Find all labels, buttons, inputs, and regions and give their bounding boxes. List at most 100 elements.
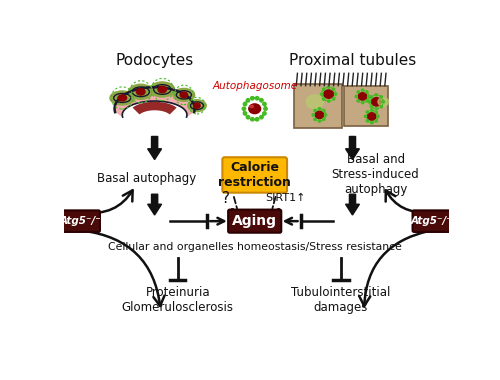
FancyBboxPatch shape <box>294 84 342 128</box>
Circle shape <box>256 117 259 121</box>
Circle shape <box>370 96 372 98</box>
Ellipse shape <box>315 111 324 119</box>
Circle shape <box>328 100 330 102</box>
Ellipse shape <box>306 95 323 109</box>
Text: Aging: Aging <box>232 214 277 228</box>
Text: Atg5⁻/⁻: Atg5⁻/⁻ <box>60 216 102 226</box>
Circle shape <box>375 111 378 113</box>
Text: Tubulointerstitial
damages: Tubulointerstitial damages <box>292 286 390 314</box>
Circle shape <box>368 95 370 98</box>
Circle shape <box>377 115 379 117</box>
Text: SIRT1↑: SIRT1↑ <box>266 193 306 203</box>
FancyBboxPatch shape <box>222 157 287 193</box>
Circle shape <box>362 89 364 92</box>
Circle shape <box>332 88 334 90</box>
Circle shape <box>322 118 325 120</box>
Circle shape <box>366 100 368 102</box>
FancyBboxPatch shape <box>228 210 281 233</box>
Circle shape <box>368 101 370 103</box>
Circle shape <box>262 102 266 106</box>
FancyBboxPatch shape <box>344 86 388 126</box>
Polygon shape <box>346 136 360 160</box>
Text: Proximal tubules: Proximal tubules <box>289 53 416 68</box>
Circle shape <box>250 97 254 100</box>
Ellipse shape <box>158 86 166 93</box>
Ellipse shape <box>358 93 367 100</box>
Circle shape <box>375 108 378 110</box>
Circle shape <box>366 111 368 113</box>
Circle shape <box>322 109 325 112</box>
Ellipse shape <box>173 89 195 101</box>
Ellipse shape <box>128 84 153 99</box>
FancyBboxPatch shape <box>62 211 100 232</box>
Polygon shape <box>148 194 162 215</box>
Polygon shape <box>114 87 194 117</box>
Ellipse shape <box>324 90 334 98</box>
Circle shape <box>322 88 325 90</box>
Text: Basal and
Stress-induced
autophagy: Basal and Stress-induced autophagy <box>332 153 420 196</box>
Circle shape <box>334 93 336 95</box>
Circle shape <box>375 120 378 122</box>
Circle shape <box>246 99 250 102</box>
Circle shape <box>320 93 323 95</box>
Circle shape <box>244 102 246 106</box>
Circle shape <box>370 106 372 108</box>
Text: Calorie
restriction: Calorie restriction <box>218 161 291 189</box>
Ellipse shape <box>249 104 260 114</box>
Circle shape <box>370 122 373 124</box>
Ellipse shape <box>250 105 254 108</box>
Circle shape <box>362 101 364 104</box>
Circle shape <box>364 115 366 117</box>
Circle shape <box>242 107 246 111</box>
Circle shape <box>244 112 246 115</box>
Ellipse shape <box>372 98 381 106</box>
Circle shape <box>380 106 382 108</box>
Circle shape <box>355 95 358 98</box>
Ellipse shape <box>188 100 206 112</box>
Circle shape <box>375 94 378 96</box>
Ellipse shape <box>194 103 200 108</box>
Circle shape <box>262 112 266 115</box>
FancyArrowPatch shape <box>84 231 164 306</box>
Polygon shape <box>346 194 360 215</box>
Circle shape <box>332 98 334 100</box>
Circle shape <box>312 114 314 116</box>
Circle shape <box>318 108 320 110</box>
Text: Basal autophagy: Basal autophagy <box>98 171 196 185</box>
Circle shape <box>370 109 373 111</box>
Circle shape <box>256 97 259 100</box>
Ellipse shape <box>180 92 188 98</box>
Ellipse shape <box>110 91 134 105</box>
Circle shape <box>357 91 360 93</box>
Circle shape <box>250 117 254 121</box>
Circle shape <box>260 99 263 102</box>
Text: Atg5⁻/⁻: Atg5⁻/⁻ <box>411 216 453 226</box>
Circle shape <box>380 96 382 98</box>
FancyArrowPatch shape <box>84 190 132 213</box>
FancyBboxPatch shape <box>412 211 451 232</box>
Circle shape <box>328 86 330 88</box>
Circle shape <box>314 109 316 112</box>
Circle shape <box>264 107 267 111</box>
Polygon shape <box>132 102 176 114</box>
Circle shape <box>260 116 263 119</box>
Circle shape <box>366 91 368 93</box>
Ellipse shape <box>150 82 174 97</box>
Circle shape <box>246 116 250 119</box>
Ellipse shape <box>118 95 126 101</box>
Circle shape <box>318 120 320 122</box>
Circle shape <box>322 98 325 100</box>
Circle shape <box>357 100 360 102</box>
Text: Proteinuria
Glomerulosclerosis: Proteinuria Glomerulosclerosis <box>122 286 234 314</box>
Ellipse shape <box>378 98 388 106</box>
Ellipse shape <box>368 113 376 120</box>
Text: Autophagosome: Autophagosome <box>212 81 298 91</box>
Circle shape <box>314 118 316 120</box>
Text: Podocytes: Podocytes <box>116 53 194 68</box>
Text: ?: ? <box>222 190 230 206</box>
Ellipse shape <box>136 89 145 95</box>
Text: Cellular and organelles homeostasis/Stress resistance: Cellular and organelles homeostasis/Stre… <box>108 242 402 252</box>
Polygon shape <box>148 136 162 160</box>
Circle shape <box>324 114 326 116</box>
FancyArrowPatch shape <box>386 190 429 212</box>
